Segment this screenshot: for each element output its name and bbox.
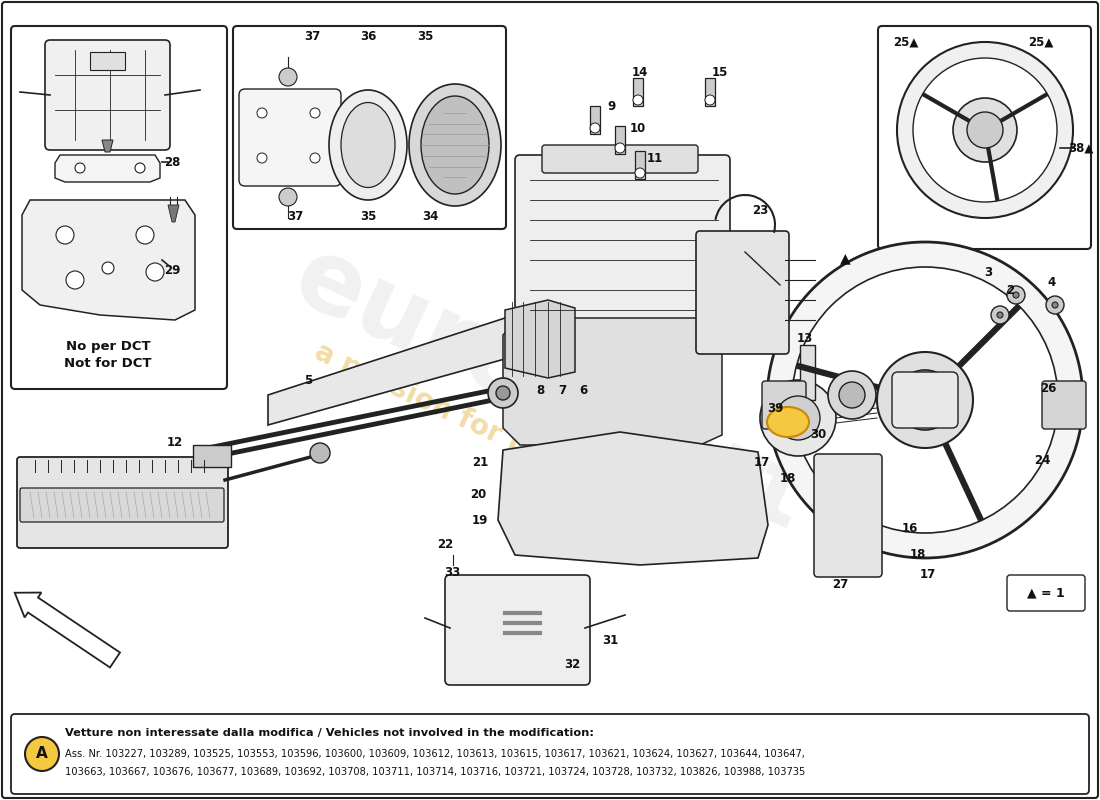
Text: 8: 8 — [536, 383, 544, 397]
Text: eurosport: eurosport — [278, 229, 822, 551]
FancyBboxPatch shape — [16, 457, 228, 548]
FancyBboxPatch shape — [11, 26, 227, 389]
FancyBboxPatch shape — [878, 26, 1091, 249]
Circle shape — [102, 262, 114, 274]
Bar — [590, 106, 600, 134]
Text: Not for DCT: Not for DCT — [64, 357, 152, 370]
Text: 20: 20 — [470, 489, 486, 502]
Text: 37: 37 — [287, 210, 304, 223]
Text: 11: 11 — [647, 151, 663, 165]
Circle shape — [25, 737, 59, 771]
Circle shape — [896, 42, 1072, 218]
Text: 34: 34 — [421, 210, 438, 223]
Text: 31: 31 — [602, 634, 618, 646]
Circle shape — [877, 352, 974, 448]
Text: 27: 27 — [832, 578, 848, 591]
Circle shape — [310, 153, 320, 163]
FancyBboxPatch shape — [515, 155, 730, 335]
Circle shape — [279, 68, 297, 86]
Text: 3: 3 — [983, 266, 992, 278]
Text: 17: 17 — [754, 455, 770, 469]
Ellipse shape — [409, 84, 500, 206]
Text: 30: 30 — [810, 429, 826, 442]
Text: 24: 24 — [1034, 454, 1050, 466]
Circle shape — [310, 443, 330, 463]
Text: 23: 23 — [752, 203, 768, 217]
Circle shape — [146, 263, 164, 281]
Polygon shape — [102, 140, 113, 152]
Text: a passion for parts since 1985: a passion for parts since 1985 — [310, 338, 750, 562]
Circle shape — [635, 168, 645, 178]
Text: 19: 19 — [472, 514, 488, 526]
Circle shape — [913, 58, 1057, 202]
Bar — [192, 445, 231, 467]
Text: 37: 37 — [304, 30, 320, 43]
Text: 4: 4 — [1048, 275, 1056, 289]
Circle shape — [496, 386, 510, 400]
Polygon shape — [168, 205, 179, 222]
Circle shape — [839, 382, 865, 408]
Circle shape — [75, 163, 85, 173]
Circle shape — [767, 242, 1084, 558]
Text: 12: 12 — [167, 435, 183, 449]
Text: 33: 33 — [444, 566, 460, 578]
FancyBboxPatch shape — [239, 89, 341, 186]
Bar — [705, 78, 715, 106]
Circle shape — [257, 153, 267, 163]
Circle shape — [953, 98, 1018, 162]
Circle shape — [776, 396, 820, 440]
Polygon shape — [505, 300, 575, 378]
Text: 36: 36 — [360, 30, 376, 43]
Circle shape — [705, 95, 715, 105]
Ellipse shape — [329, 90, 407, 200]
Polygon shape — [268, 318, 556, 425]
FancyBboxPatch shape — [233, 26, 506, 229]
Text: 14: 14 — [631, 66, 648, 78]
Circle shape — [310, 108, 320, 118]
Text: No per DCT: No per DCT — [66, 340, 151, 353]
FancyArrow shape — [14, 593, 120, 667]
Text: 16: 16 — [902, 522, 918, 534]
Ellipse shape — [421, 96, 490, 194]
Circle shape — [1046, 296, 1064, 314]
Text: 7: 7 — [558, 383, 566, 397]
Bar — [90, 52, 125, 70]
Circle shape — [135, 163, 145, 173]
Text: 28: 28 — [164, 155, 180, 169]
Bar — [800, 345, 815, 400]
Circle shape — [991, 306, 1009, 324]
Text: 5: 5 — [304, 374, 312, 386]
Text: 22: 22 — [437, 538, 453, 551]
Bar — [632, 78, 644, 106]
Circle shape — [257, 108, 267, 118]
Text: 38▲: 38▲ — [1068, 142, 1093, 154]
Polygon shape — [503, 318, 722, 445]
Text: 6: 6 — [579, 383, 587, 397]
FancyBboxPatch shape — [446, 575, 590, 685]
FancyBboxPatch shape — [814, 454, 882, 577]
Circle shape — [136, 226, 154, 244]
FancyBboxPatch shape — [762, 381, 806, 429]
FancyBboxPatch shape — [11, 714, 1089, 794]
Circle shape — [590, 123, 600, 133]
Text: A: A — [36, 746, 48, 762]
Text: 9: 9 — [608, 101, 616, 114]
Text: ▲ = 1: ▲ = 1 — [1027, 586, 1065, 599]
Text: 2: 2 — [1005, 283, 1014, 297]
Text: ▲: ▲ — [840, 251, 850, 265]
Circle shape — [66, 271, 84, 289]
Circle shape — [632, 95, 644, 105]
Circle shape — [488, 378, 518, 408]
Polygon shape — [55, 155, 160, 182]
Circle shape — [760, 380, 836, 456]
Polygon shape — [498, 432, 768, 565]
Bar — [615, 126, 625, 154]
FancyBboxPatch shape — [542, 145, 698, 173]
Bar — [635, 151, 645, 179]
FancyBboxPatch shape — [45, 40, 170, 150]
Text: 13: 13 — [796, 331, 813, 345]
Ellipse shape — [767, 407, 808, 437]
Circle shape — [1006, 286, 1025, 304]
Text: Ass. Nr. 103227, 103289, 103525, 103553, 103596, 103600, 103609, 103612, 103613,: Ass. Nr. 103227, 103289, 103525, 103553,… — [65, 749, 805, 759]
